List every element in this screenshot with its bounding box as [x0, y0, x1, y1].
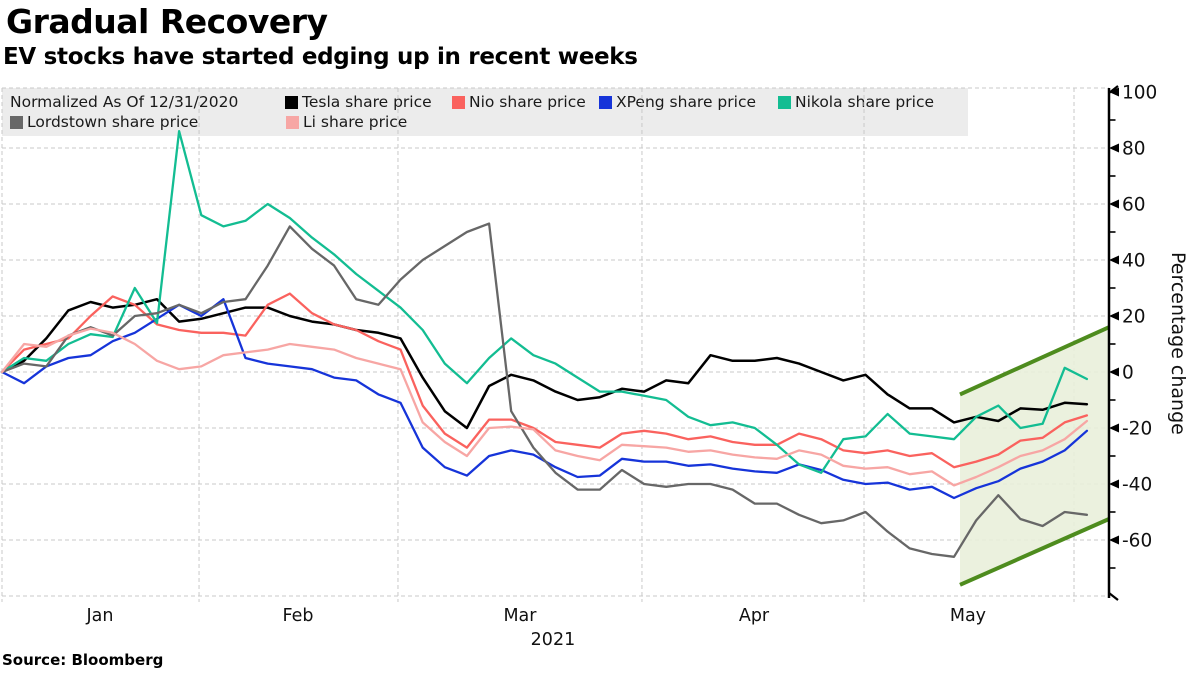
y-axis-title: Percentage change [1167, 251, 1189, 435]
series-line-tesla [0, 297, 1089, 430]
y-tick-label: 80 [1122, 139, 1146, 160]
y-tick-label: -40 [1122, 475, 1152, 496]
y-tick-label: -60 [1122, 531, 1152, 552]
y-tick-label: 60 [1122, 195, 1146, 216]
y-tick-label: 100 [1122, 83, 1157, 104]
legend-item-label: Li share price [303, 113, 408, 131]
legend-item-label: Lordstown share price [27, 113, 199, 131]
x-tick-label-may: May [950, 606, 986, 626]
band-bottom-line [959, 517, 1110, 587]
series-line-xpeng [0, 298, 1089, 500]
x-tick-label-jan: Jan [85, 606, 113, 626]
legend-swatch-icon [286, 115, 299, 129]
y-axis-bottom-cap [1108, 592, 1119, 601]
legend-swatch-icon [452, 95, 465, 109]
legend-swatch-icon [285, 95, 298, 109]
y-major-tick [1109, 255, 1119, 265]
series-line-nio [0, 292, 1089, 469]
y-tick-label: 40 [1122, 251, 1146, 272]
legend-item-label: Tesla share price [302, 93, 432, 111]
y-major-tick [1109, 199, 1119, 209]
legend-normalized-label: Normalized As Of 12/31/2020 [10, 93, 239, 111]
series-line-nikola [0, 130, 1089, 474]
series-line-lordstown [0, 222, 1089, 558]
y-tick-label: 20 [1122, 307, 1146, 328]
x-tick-label-mar: Mar [503, 606, 537, 626]
legend-swatch-icon [10, 115, 23, 129]
legend-item-xpeng: XPeng share price [599, 93, 756, 111]
y-major-tick [1109, 367, 1119, 377]
x-tick-label-apr: Apr [739, 606, 770, 626]
y-tick-label: -20 [1122, 419, 1152, 440]
legend-item-label: XPeng share price [616, 93, 757, 111]
highlight-band [959, 327, 1109, 585]
y-major-tick [1109, 143, 1119, 153]
y-major-tick [1109, 479, 1119, 489]
page-subtitle: EV stocks have started edging up in rece… [3, 44, 638, 70]
band-top-line [959, 325, 1110, 397]
legend-item-lordstown: Lordstown share price [10, 113, 198, 131]
series-line-li [0, 327, 1089, 487]
legend-item-tesla: Tesla share price [285, 93, 432, 111]
y-major-tick [1109, 535, 1119, 545]
y-major-tick [1109, 87, 1119, 97]
legend-swatch-icon [599, 95, 612, 109]
legend-item-label: Nio share price [469, 93, 586, 111]
legend-swatch-icon [778, 95, 791, 109]
x-axis-year-label: 2021 [531, 630, 576, 650]
legend-item-nio: Nio share price [452, 93, 586, 111]
y-major-tick [1109, 423, 1119, 433]
page-title: Gradual Recovery [6, 2, 328, 41]
y-tick-label: 0 [1122, 363, 1134, 384]
y-major-tick [1109, 311, 1119, 321]
chart-legend: Normalized As Of 12/31/2020 Tesla share … [2, 88, 968, 136]
source-label: Source: Bloomberg [2, 651, 164, 669]
legend-item-li: Li share price [286, 113, 407, 131]
x-tick-label-feb: Feb [283, 606, 314, 626]
